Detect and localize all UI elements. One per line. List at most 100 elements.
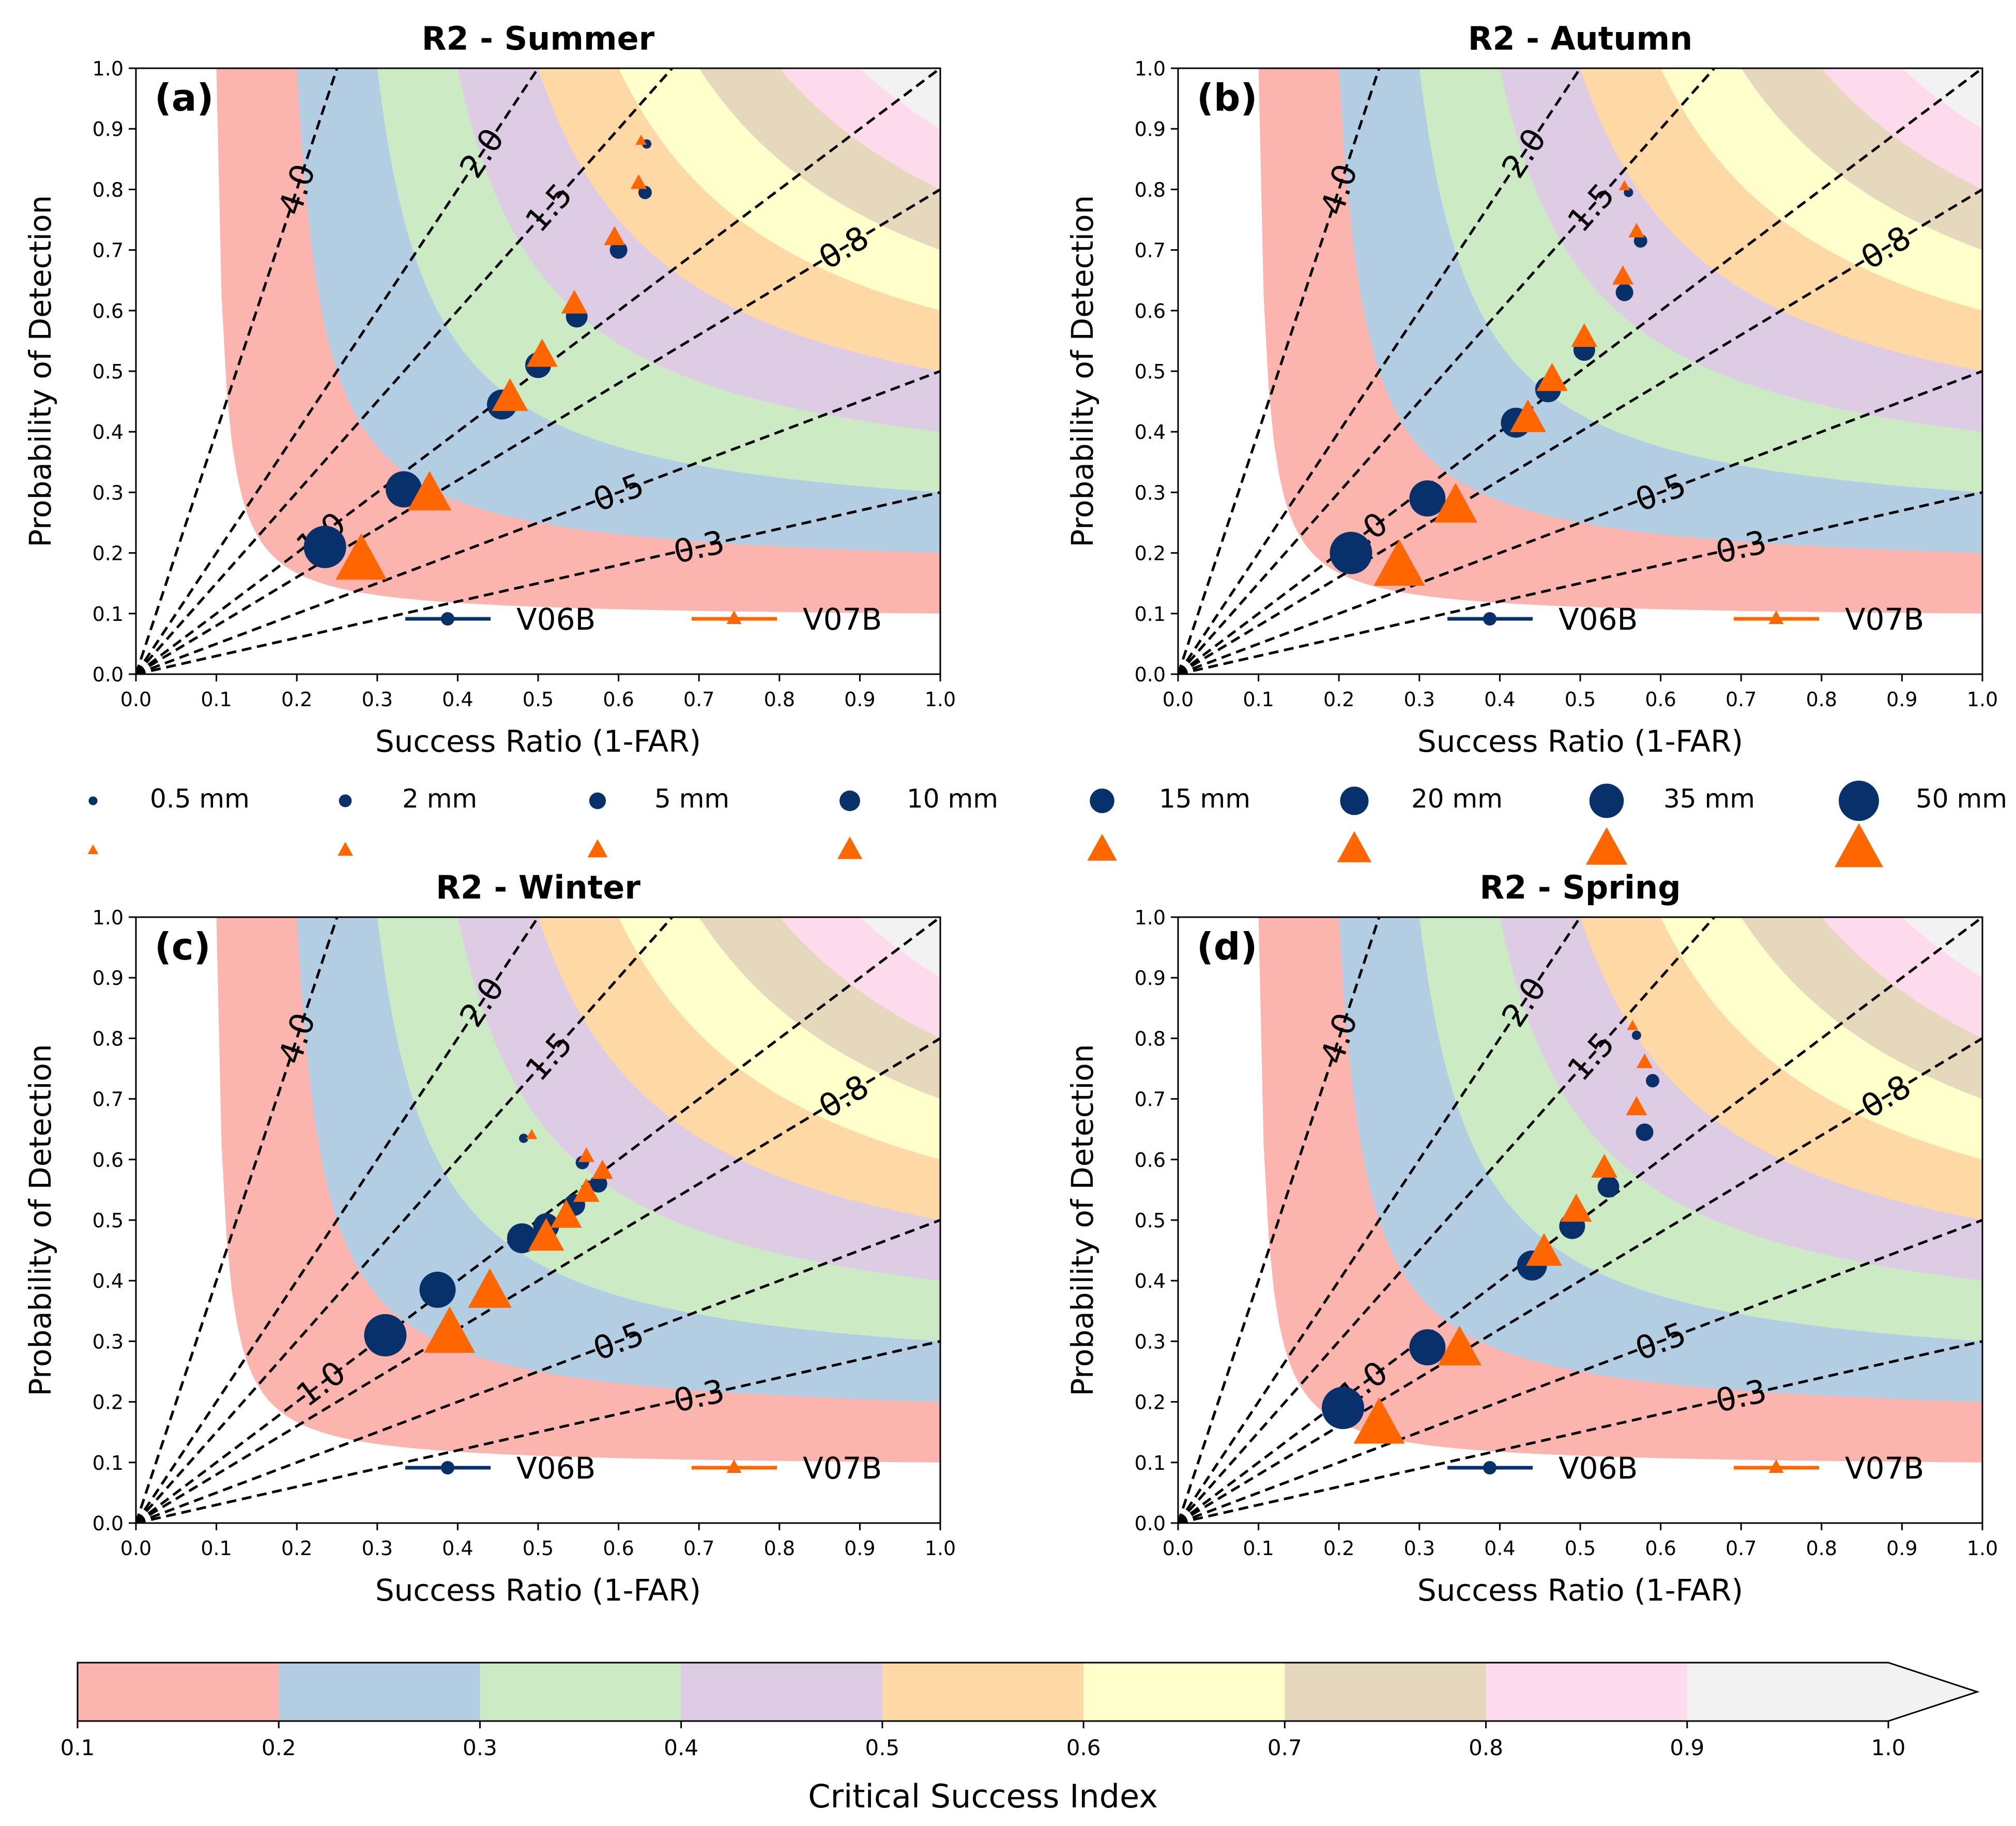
bias-line-2.0 <box>136 68 540 674</box>
y-tick-label: 0.5 <box>93 1209 124 1232</box>
x-tick-label: 0.5 <box>523 688 554 711</box>
y-tick-label: 0.4 <box>93 1270 124 1292</box>
size-legend-circle <box>1839 781 1879 821</box>
legend-label: V07B <box>1845 602 1924 637</box>
point-v07b-20mm <box>1509 399 1546 432</box>
x-tick-label: 0.9 <box>844 688 875 711</box>
colorbar-segment-3 <box>480 1663 682 1721</box>
y-tick-label: 0.6 <box>93 1149 124 1171</box>
size-legend-circle <box>1090 788 1114 813</box>
y-axis-label: Probability of Detection <box>1065 1044 1100 1396</box>
bias-line-2.0 <box>136 917 540 1523</box>
panel-r2-autumn: 4.02.01.51.00.80.50.30.00.00.10.10.20.20… <box>1065 20 1998 759</box>
y-tick-label: 0.5 <box>1135 360 1166 383</box>
size-legend-circle <box>589 792 606 810</box>
point-v06b-35mm <box>419 1271 456 1308</box>
size-legend-triangle <box>1087 833 1117 861</box>
colorbar-segment-7 <box>1285 1663 1487 1721</box>
x-tick-label: 0.3 <box>1404 1537 1435 1560</box>
y-tick-label: 0.2 <box>1135 1391 1166 1414</box>
legend-label: V07B <box>803 1451 882 1486</box>
x-tick-label: 0.7 <box>1725 1537 1757 1560</box>
y-tick-label: 0.4 <box>93 421 124 444</box>
point-v07b-5mm <box>1626 1096 1647 1116</box>
x-tick-label: 0.0 <box>1163 688 1194 711</box>
size-legend-item-50mm: 50 mm <box>1834 781 2007 868</box>
legend-label: V06B <box>516 602 595 637</box>
x-axis-label: Success Ratio (1-FAR) <box>1417 724 1743 759</box>
colorbar-tick-label: 0.6 <box>1066 1735 1101 1760</box>
point-v06b-50mm <box>303 525 346 568</box>
legend-entry-v07b: V07B <box>692 602 882 637</box>
point-v06b-50mm <box>364 1314 407 1357</box>
colorbar-tick-label: 0.5 <box>865 1735 899 1760</box>
point-v06b-5mm <box>589 1175 607 1193</box>
size-legend-label: 15 mm <box>1159 784 1250 814</box>
x-tick-label: 0.1 <box>201 688 232 711</box>
y-tick-label: 0.3 <box>1135 481 1166 504</box>
point-v06b-50mm <box>1330 531 1372 574</box>
bias-line-4.0 <box>1178 917 1381 1523</box>
y-tick-label: 0.3 <box>93 481 124 504</box>
x-tick-label: 0.1 <box>201 1537 232 1560</box>
colorbar-tick-label: 0.8 <box>1469 1735 1503 1760</box>
legend-marker <box>1768 1459 1784 1473</box>
y-tick-label: 0.8 <box>93 1027 124 1050</box>
legend-label: V06B <box>1559 1451 1638 1486</box>
legend-marker <box>726 610 742 624</box>
x-tick-label: 0.5 <box>523 1537 554 1560</box>
y-tick-label: 0.8 <box>93 178 124 201</box>
legend-marker <box>441 1461 454 1474</box>
y-tick-label: 0.0 <box>93 663 124 686</box>
y-tick-label: 1.0 <box>93 906 124 929</box>
legend-marker <box>441 612 454 626</box>
point-v07b-35mm <box>1433 483 1478 523</box>
panel-r2-winter: 4.02.01.51.00.80.50.30.00.00.10.10.20.20… <box>23 869 956 1608</box>
point-v07b-15mm <box>526 338 558 367</box>
size-legend-item-35mm: 35 mm <box>1585 783 1755 865</box>
x-tick-label: 0.2 <box>281 688 312 711</box>
point-v06b-2mm <box>1646 1074 1659 1088</box>
y-tick-label: 0.0 <box>93 1512 124 1535</box>
x-tick-label: 0.9 <box>1886 1537 1917 1560</box>
colorbar-frame <box>77 1662 1980 1722</box>
colorbar-tick-label: 0.9 <box>1670 1735 1704 1760</box>
y-axis-label: Probability of Detection <box>1065 195 1100 547</box>
point-v07b-10mm <box>573 1178 600 1202</box>
plot-area <box>1178 68 1982 674</box>
point-v07b-50mm <box>1373 539 1425 586</box>
point-v06b-35mm <box>1409 480 1446 517</box>
bias-line-4.0 <box>136 917 339 1523</box>
panel-title: R2 - Winter <box>436 869 640 906</box>
panel-label: (d) <box>1197 925 1257 968</box>
y-tick-label: 0.9 <box>1135 967 1166 990</box>
point-v07b-35mm <box>1438 1326 1482 1366</box>
size-legend-circle <box>839 790 860 811</box>
size-legend-circle <box>1340 786 1369 815</box>
panel-label: (b) <box>1197 76 1257 119</box>
x-tick-label: 0.4 <box>442 688 473 711</box>
x-tick-label: 0.5 <box>1565 1537 1596 1560</box>
x-tick-label: 0.8 <box>1806 688 1837 711</box>
bias-line-1.5 <box>136 68 674 674</box>
size-legend-triangle <box>1585 827 1628 865</box>
point-v06b-20mm <box>507 1223 537 1254</box>
point-v07b-0.5mm <box>1618 180 1630 191</box>
bias-line-0.3 <box>136 1340 940 1523</box>
legend-entry-v07b: V07B <box>1734 602 1924 637</box>
legend-label: V06B <box>516 1451 595 1486</box>
x-tick-label: 0.8 <box>1806 1537 1837 1560</box>
size-legend-circle <box>339 794 352 808</box>
point-v06b-10mm <box>1597 1176 1620 1198</box>
y-tick-label: 0.1 <box>1135 1452 1166 1474</box>
y-tick-label: 0.1 <box>1135 603 1166 626</box>
y-tick-label: 0.7 <box>93 1088 124 1111</box>
bias-line-0.3 <box>1178 491 1982 674</box>
panel-title: R2 - Autumn <box>1468 20 1692 57</box>
point-v07b-35mm <box>407 470 452 511</box>
panel-title: R2 - Summer <box>422 20 655 57</box>
x-tick-label: 0.8 <box>764 688 795 711</box>
size-legend-circle <box>1589 783 1624 818</box>
y-tick-label: 0.8 <box>1135 1027 1166 1050</box>
